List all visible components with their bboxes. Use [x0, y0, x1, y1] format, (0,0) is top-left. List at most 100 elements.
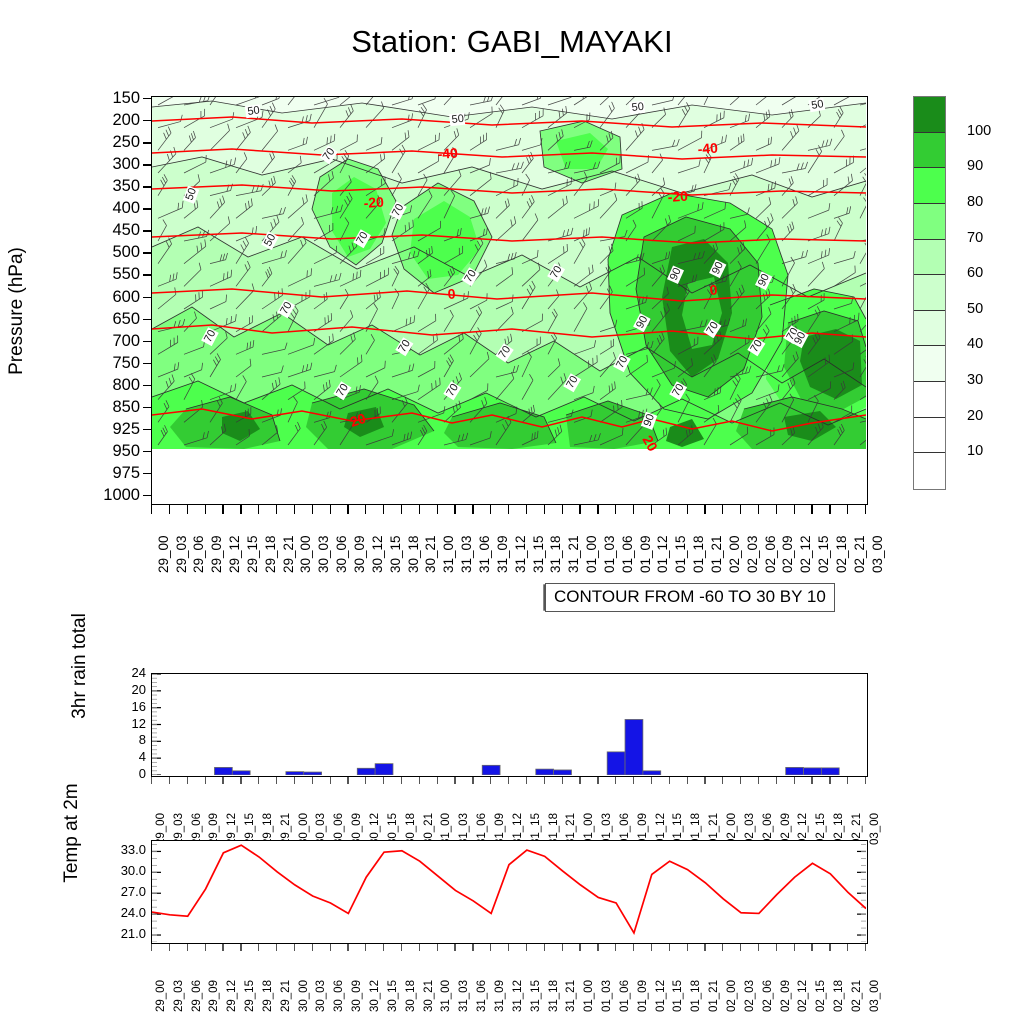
x-tickmark — [668, 944, 670, 951]
colorbar-cell — [914, 168, 945, 204]
x-tick-label: 01_21 — [708, 980, 721, 1012]
x-tickmark — [740, 944, 742, 951]
x-tick-label: 31_21 — [566, 535, 582, 573]
main-y-tickmark — [143, 472, 151, 475]
x-tick-label: 01_00 — [584, 535, 600, 573]
main-x-tickmark — [347, 505, 349, 514]
main-y-tick: 200 — [112, 111, 140, 130]
x-tickmark — [240, 944, 242, 951]
main-y-tick: 350 — [112, 177, 140, 196]
x-tick-label: 30_00 — [298, 535, 314, 573]
rain-bar — [481, 764, 501, 776]
main-y-tickmark — [143, 98, 151, 100]
main-x-tickmark — [597, 505, 599, 514]
x-tickmark — [829, 944, 831, 951]
rain-y-tick: 16 — [131, 698, 146, 714]
x-tick-label: 31_18 — [547, 980, 560, 1012]
x-tick-label: 29_21 — [280, 535, 296, 573]
svg-text:70: 70 — [354, 230, 371, 247]
main-x-tickmark — [293, 505, 296, 514]
x-tickmark — [365, 777, 367, 784]
x-tick-label: 30_18 — [405, 535, 421, 573]
x-tick-label: 01_15 — [672, 980, 685, 1012]
x-tick-label: 02_06 — [762, 535, 778, 573]
x-tick-label: 31_15 — [530, 535, 546, 573]
x-tick-label: 02_03 — [744, 535, 760, 573]
time-height-contour-panel[interactable]: -40 -40 -20 -20 0 0 20 20 50 50 50 50 50 50 70… — [151, 96, 868, 505]
main-x-tickmark — [329, 505, 331, 514]
x-tickmark — [490, 777, 492, 784]
svg-text:50: 50 — [631, 101, 644, 114]
relative-humidity-colorbar[interactable] — [913, 96, 946, 490]
x-tickmark — [811, 777, 813, 784]
x-tick-label: 01_06 — [618, 980, 631, 1012]
x-tick-label: 29_06 — [191, 535, 207, 573]
x-tick-label: 31_18 — [548, 535, 564, 573]
x-tickmark — [186, 777, 188, 784]
x-tickmark — [258, 944, 260, 951]
x-tickmark — [472, 777, 474, 784]
main-y-tick: 750 — [112, 353, 140, 372]
x-tickmark — [400, 777, 403, 784]
rain-bar — [624, 719, 644, 776]
x-tickmark — [151, 777, 153, 784]
x-tick-label: 29_00 — [154, 980, 167, 1012]
x-tick-label: 30_09 — [352, 535, 368, 573]
x-tickmark — [793, 777, 795, 784]
rain-bar — [374, 763, 394, 776]
x-tickmark — [293, 944, 296, 951]
x-tick-label: 30_03 — [316, 535, 332, 573]
svg-text:70: 70 — [321, 146, 338, 163]
x-tickmark — [347, 777, 349, 784]
x-tick-label: 30_00 — [297, 980, 310, 1012]
main-x-tickmark — [650, 505, 653, 514]
main-x-tickmark — [757, 505, 760, 514]
x-tick-label: 01_15 — [673, 535, 689, 573]
x-tickmark — [597, 777, 599, 784]
main-x-tickmark — [543, 505, 545, 514]
colorbar-tick-label: 50 — [967, 300, 984, 317]
x-tickmark — [275, 777, 278, 784]
colorbar-tick-label: 20 — [967, 407, 984, 424]
x-tickmark — [454, 777, 456, 784]
x-tick-label: 01_09 — [636, 980, 649, 1012]
x-tick-label: 30_06 — [333, 980, 346, 1012]
main-y-tickmark — [143, 450, 151, 453]
svg-text:70: 70 — [564, 374, 581, 391]
temperature-2m-panel[interactable] — [151, 840, 868, 944]
x-tick-label: 01_03 — [601, 535, 617, 573]
x-tick-label: 02_00 — [726, 535, 742, 573]
svg-text:70: 70 — [548, 264, 565, 281]
x-tickmark — [757, 944, 760, 951]
main-y-tick: 700 — [112, 331, 140, 350]
main-x-tickmark — [722, 505, 724, 514]
svg-text:90: 90 — [792, 330, 808, 346]
main-y-tickmark — [143, 142, 151, 144]
x-tick-label: 31_03 — [459, 535, 475, 573]
x-tickmark — [525, 944, 528, 951]
rain-total-panel[interactable] — [151, 673, 868, 777]
x-tickmark — [579, 777, 581, 784]
svg-text:50: 50 — [184, 186, 199, 202]
x-tickmark — [632, 777, 635, 784]
main-y-tick: 500 — [112, 243, 140, 262]
main-x-tickmark — [204, 505, 206, 514]
main-x-tickmark — [222, 505, 224, 514]
x-tickmark — [418, 777, 421, 784]
x-tick-label: 31_00 — [440, 980, 453, 1012]
x-tickmark — [186, 944, 188, 951]
x-tick-label: 02_21 — [851, 535, 867, 573]
colorbar-tick-label: 80 — [967, 193, 984, 210]
main-y-tick: 450 — [112, 221, 140, 240]
x-tickmark — [222, 777, 224, 784]
x-tickmark — [508, 944, 510, 951]
colorbar-cell — [914, 132, 945, 169]
x-tickmark — [686, 944, 688, 951]
main-x-tickmark — [186, 505, 188, 514]
rain-bar — [285, 771, 305, 776]
rain-y-tick: 20 — [131, 681, 146, 697]
svg-text:90: 90 — [668, 266, 684, 282]
x-tickmark — [561, 944, 563, 951]
x-tickmark — [347, 944, 349, 951]
x-tick-label: 01_03 — [601, 980, 614, 1012]
